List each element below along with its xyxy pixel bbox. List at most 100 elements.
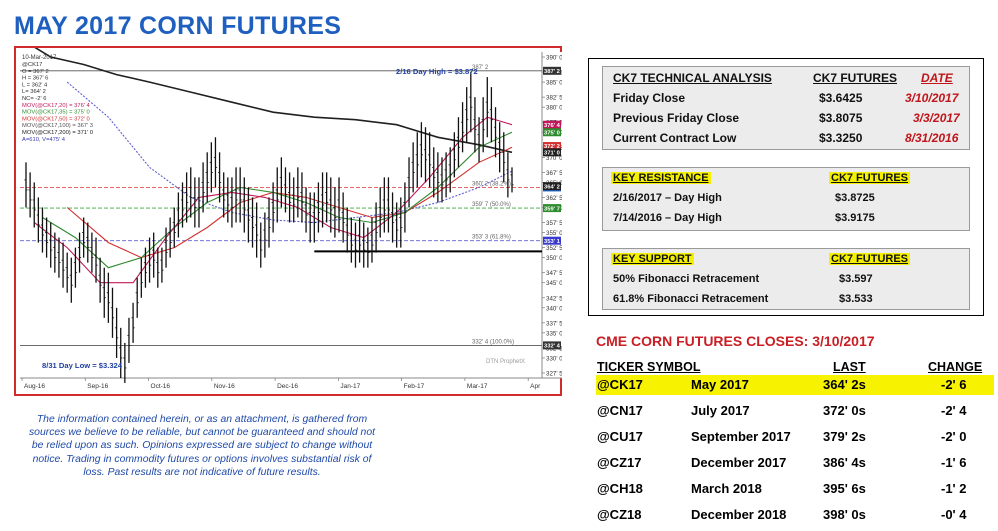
level-tag [543,341,561,350]
closes-last: 372' 0s [823,403,866,418]
legend-entry: MOV(@CK17,50) = 372' 0 [22,116,90,122]
level-tag-label: 332' 4 [544,344,561,350]
resistance-row-label: 7/14/2016 – Day High [613,212,722,224]
analysis-row-label: Previous Friday Close [613,111,740,125]
y-tick-label: 385' 0 [546,80,562,87]
ma-tag-label: 364' 2 [544,184,560,190]
technical-analysis-box: CK7 TECHNICAL ANALYSIS CK7 FUTURES DATE … [588,58,984,316]
analysis-header-label: CK7 TECHNICAL ANALYSIS [613,71,772,85]
x-tick-label: Jan-17 [340,383,360,390]
closes-last: 398' 0s [823,507,866,522]
analysis-header-futures: CK7 FUTURES [813,71,898,85]
y-tick-label: 352' 5 [546,245,562,252]
resistance-row-label: 2/16/2017 – Day High [613,192,722,204]
legend-entry: MOV(@CK17,20) = 376' 4 [22,103,91,109]
closes-change: -2' 4 [941,403,967,418]
ma-tag [543,148,561,157]
page-title: MAY 2017 CORN FUTURES [14,12,342,40]
closes-change: -0' 4 [941,507,967,522]
closes-month: May 2017 [691,377,749,392]
legend-entry: MOV(@CK17,35) = 375' 0 [22,110,90,116]
moving-average-line [34,48,513,154]
y-tick-label: 335' 0 [546,330,562,337]
chart-date: 10-Mar-2017 [22,55,57,61]
ma-tag-label: 372' 2 [544,144,560,150]
ma-tag [543,128,561,137]
legend-entry: L= 364' 2 [22,89,46,95]
y-tick-label: 357' 5 [546,220,562,227]
y-tick-label: 362' 5 [546,195,562,202]
legend-entry: H = 367' 6 [22,76,48,82]
y-tick-label: 327' 5 [546,370,562,377]
ma-tag-label: 376' 4 [544,123,561,129]
legend-entry: MOV(@CK17,200) = 371' 0 [22,130,93,136]
y-tick-label: 380' 0 [546,105,562,112]
analysis-summary-panel: CK7 TECHNICAL ANALYSIS CK7 FUTURES DATE … [602,66,970,150]
analysis-row-date: 3/10/2017 [905,91,959,105]
analysis-row-value: $3.6425 [819,91,863,105]
closes-ticker: @CZ18 [597,507,642,522]
closes-month: December 2017 [691,455,787,470]
closes-row: @CK17 May 2017 364' 2s -2' 6 [596,375,994,395]
ma-tag [543,142,561,151]
x-tick-label: Apr [530,383,541,390]
analysis-row-label: Friday Close [613,91,686,105]
annotation-day-low: 8/31 Day Low = $3.324 [42,361,123,370]
y-tick-label: 342' 5 [546,295,562,302]
level-tag [543,66,561,75]
ma-tag [543,120,561,129]
closes-ticker: @CZ17 [597,455,642,470]
disclaimer-text: The information contained herein, or as … [28,414,376,478]
closes-change: -2' 6 [941,377,967,392]
annotation-day-high: 2/16 Day High = $3.872 [396,67,478,76]
support-row-value: $3.597 [839,273,873,285]
closes-row: @CU17 September 2017 379' 2s -2' 0 [596,427,994,447]
y-tick-label: 330' 0 [546,355,562,362]
watermark: DTN ProphetX [486,359,525,365]
y-tick-label: 340' 0 [546,305,562,312]
level-tag [543,204,561,213]
analysis-header-date: DATE [921,71,953,85]
x-tick-label: Aug-16 [24,383,45,390]
legend-entry: O = 367' 2 [22,69,49,75]
level-tag-label: 359' 7 [544,206,560,212]
legend-entry: NC= -2' 6 [22,96,46,102]
closes-ticker: @CH18 [597,481,643,496]
y-tick-label: 350' 0 [546,255,562,262]
closes-ticker: @CU17 [597,429,643,444]
closes-month: July 2017 [691,403,750,418]
closes-change: -1' 2 [941,481,967,496]
closes-change: -1' 6 [941,455,967,470]
level-label: 359' 7 (50.0%) [472,202,511,208]
resistance-panel: KEY RESISTANCE CK7 FUTURES 2/16/2017 – D… [602,167,970,231]
y-tick-label: 345' 0 [546,280,562,287]
legend-entry: A=610, V=475' 4 [22,137,66,143]
x-tick-label: Dec-16 [277,383,298,390]
y-tick-label: 337' 5 [546,320,562,327]
closes-month: September 2017 [691,429,791,444]
x-tick-label: Nov-16 [214,383,235,390]
support-row-label: 50% Fibonacci Retracement [613,273,760,285]
closes-header-ticker: TICKER SYMBOL [597,360,701,374]
closes-change: -2' 0 [941,429,967,444]
level-label: 387' 2 [472,65,489,71]
x-tick-label: Mar-17 [467,383,488,390]
closes-row: @CN17 July 2017 372' 0s -2' 4 [596,401,994,421]
legend-entry: L = 362' 4 [22,82,48,88]
level-label: 332' 4 (100.0%) [472,339,514,345]
closes-ticker: @CK17 [597,377,643,392]
support-row-label: 61.8% Fibonacci Retracement [613,293,769,305]
resistance-header-futures: CK7 FUTURES [829,172,911,184]
level-tag [543,236,561,245]
closes-header-last: LAST [833,360,866,374]
analysis-row-date: 3/3/2017 [913,111,960,125]
support-panel: KEY SUPPORT CK7 FUTURES 50% Fibonacci Re… [602,248,970,310]
level-tag-label: 387' 2 [544,69,560,75]
support-header-futures: CK7 FUTURES [829,253,911,265]
closes-last: 364' 2s [823,377,866,392]
y-tick-label: 355' 0 [546,230,562,237]
y-tick-label: 347' 5 [546,270,562,277]
y-tick-label: 367' 5 [546,170,562,177]
legend-entry: MOV(@CK17,100) = 367' 3 [22,123,93,129]
